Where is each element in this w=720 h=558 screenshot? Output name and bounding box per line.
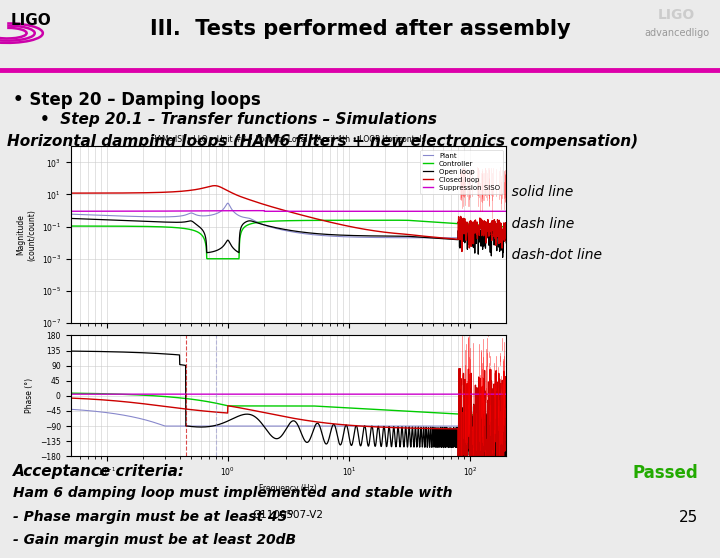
Line: Open loop: Open loop xyxy=(71,218,506,257)
Suppression SISO xyxy=(279,208,287,215)
Text: - Phase margin must be at least 45°: - Phase margin must be at least 45° xyxy=(13,509,294,523)
Title: HAM=ISI • LLO • Unit #3 • Local to Local • April 4th • LOOP Horizontals: HAM=ISI • LLO • Unit #3 • Local to Local… xyxy=(151,135,426,144)
Suppression SISO xyxy=(502,208,510,215)
Text: - Gain margin must be at least 20dB: - Gain margin must be at least 20dB xyxy=(13,533,296,547)
Text: • Step 20 – Damping loops: • Step 20 – Damping loops xyxy=(13,90,261,109)
Line: Closed loop: Closed loop xyxy=(71,186,506,252)
Line: Plant: Plant xyxy=(71,203,506,238)
Suppression SISO xyxy=(490,208,498,215)
Legend: Plant, Controller, Open loop, Closed loop, Suppression SISO: Plant, Controller, Open loop, Closed loo… xyxy=(420,150,503,194)
Controller xyxy=(490,223,498,229)
Controller xyxy=(490,223,498,229)
Open loop xyxy=(489,230,498,237)
Text: LIGO: LIGO xyxy=(11,13,52,28)
Text: •  Step 20.1 – Transfer functions – Simulations: • Step 20.1 – Transfer functions – Simul… xyxy=(40,112,436,127)
Controller xyxy=(66,223,75,229)
Controller xyxy=(202,256,211,262)
Controller xyxy=(89,223,97,229)
Open loop xyxy=(278,225,287,232)
Open loop xyxy=(66,215,75,222)
Suppression SISO xyxy=(66,208,75,215)
Open loop xyxy=(502,239,510,246)
Text: 25: 25 xyxy=(679,509,698,525)
Suppression SISO xyxy=(248,207,256,214)
Controller xyxy=(502,224,510,230)
Line: Controller: Controller xyxy=(71,220,506,259)
Closed loop xyxy=(490,218,498,225)
Controller xyxy=(402,217,411,224)
Y-axis label: Phase (°): Phase (°) xyxy=(25,378,35,413)
Open loop xyxy=(266,223,275,230)
Text: LIGO: LIGO xyxy=(657,8,695,22)
Controller xyxy=(266,218,275,225)
Suppression SISO xyxy=(260,208,269,215)
Closed loop xyxy=(490,233,498,239)
Closed loop xyxy=(410,232,418,238)
Line: Suppression SISO: Suppression SISO xyxy=(71,210,506,211)
Suppression SISO xyxy=(410,208,418,215)
Open loop xyxy=(489,228,498,234)
Y-axis label: Magnitude
(count/count): Magnitude (count/count) xyxy=(17,209,36,261)
Closed loop xyxy=(66,190,75,196)
Closed loop xyxy=(278,206,287,213)
Text: Ham 6 damping loop must implemented and stable with: Ham 6 damping loop must implemented and … xyxy=(13,487,452,501)
Suppression SISO xyxy=(490,208,498,215)
Closed loop xyxy=(458,248,467,255)
Plant xyxy=(502,234,510,241)
Controller xyxy=(410,218,418,224)
Controller xyxy=(278,218,287,224)
Text: H3 : dash-dot line: H3 : dash-dot line xyxy=(479,248,602,262)
Closed loop xyxy=(210,182,219,189)
Plant xyxy=(490,234,498,241)
Plant xyxy=(224,200,233,206)
Plant xyxy=(278,227,287,233)
X-axis label: Frequency (Hz): Frequency (Hz) xyxy=(259,484,318,493)
Plant xyxy=(89,211,97,218)
Text: advancedligo: advancedligo xyxy=(644,28,709,38)
Open loop xyxy=(89,216,97,223)
Text: III.  Tests performed after assembly: III. Tests performed after assembly xyxy=(150,20,570,40)
Text: G1100507-V2: G1100507-V2 xyxy=(252,509,323,519)
Text: H1 : solid line: H1 : solid line xyxy=(479,185,573,199)
Plant xyxy=(410,234,418,241)
Plant xyxy=(489,234,498,241)
Text: H2 : dash line: H2 : dash line xyxy=(479,217,574,230)
Text: Passed: Passed xyxy=(633,464,698,482)
Closed loop xyxy=(89,190,97,196)
Text: Horizontal damping loops (HAM6 filters + new electronics compensation): Horizontal damping loops (HAM6 filters +… xyxy=(7,134,639,149)
Closed loop xyxy=(502,234,510,241)
Plant xyxy=(266,224,275,230)
Text: Acceptance criteria:: Acceptance criteria: xyxy=(13,464,185,479)
Closed loop xyxy=(266,203,275,210)
Open loop xyxy=(409,233,418,240)
Suppression SISO xyxy=(89,208,97,215)
Plant xyxy=(66,211,75,218)
Open loop xyxy=(498,254,507,261)
Suppression SISO xyxy=(267,208,276,215)
